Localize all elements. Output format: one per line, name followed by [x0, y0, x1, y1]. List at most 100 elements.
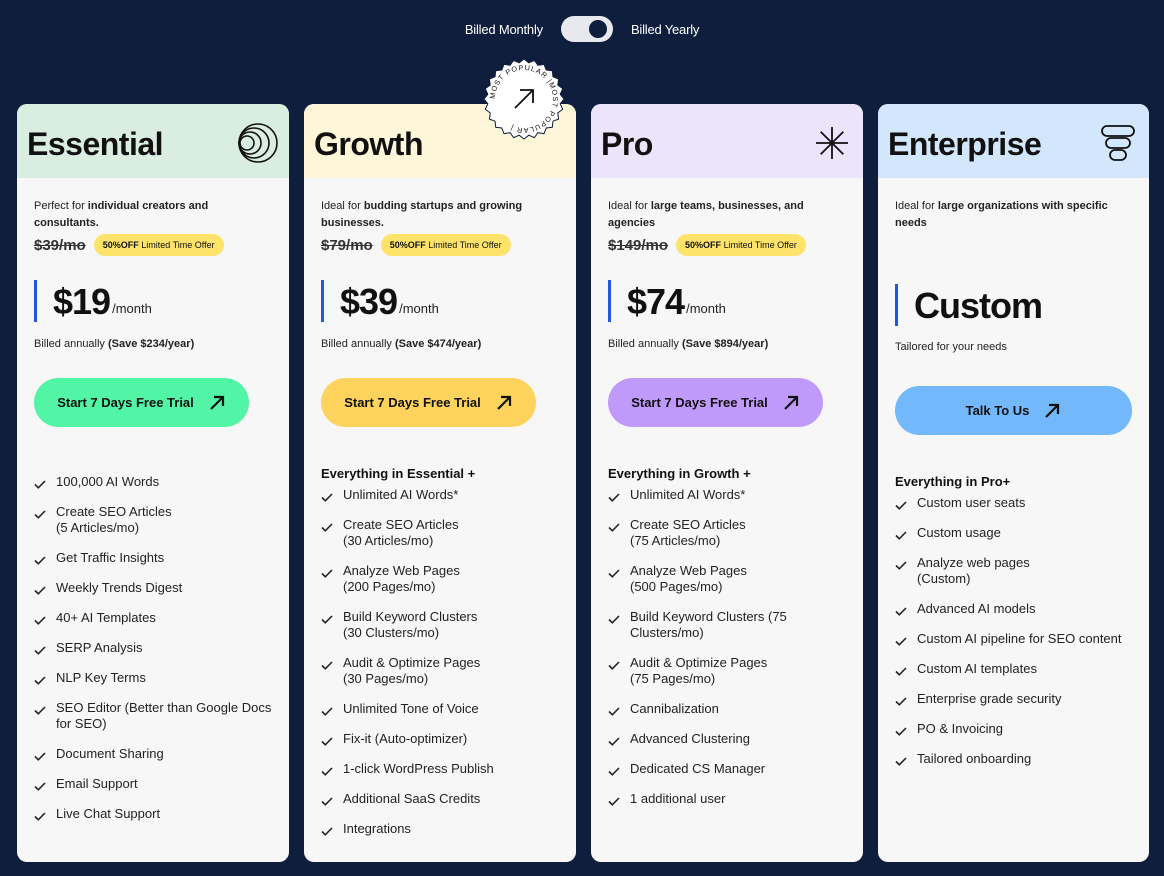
feature-item: Weekly Trends Digest: [34, 580, 279, 596]
feature-text: Dedicated CS Manager: [630, 761, 766, 776]
feature-text: 40+ AI Templates: [56, 610, 156, 625]
plan-card-essential: Essential Perfect for individual creator…: [17, 104, 289, 862]
feature-item: Advanced AI models: [895, 601, 1140, 617]
plan-header: Pro: [591, 104, 863, 178]
feature-text: 1 additional user: [630, 791, 726, 806]
feature-item: Dedicated CS Manager: [608, 761, 853, 777]
check-icon: [321, 797, 333, 806]
feature-item: Unlimited AI Words*: [608, 487, 853, 503]
check-icon: [608, 767, 620, 776]
check-icon: [34, 676, 46, 685]
feature-text: Unlimited Tone of Voice: [343, 701, 479, 716]
feature-list: Everything in Essential + Unlimited AI Wo…: [321, 466, 566, 851]
check-icon: [34, 510, 46, 519]
feature-text: Document Sharing: [56, 746, 164, 761]
plan-description: Perfect for individual creators and cons…: [34, 200, 209, 229]
check-icon: [895, 607, 907, 616]
check-icon: [608, 737, 620, 746]
feature-text: Weekly Trends Digest: [56, 580, 183, 595]
feature-text: Advanced AI models: [917, 601, 1036, 616]
feature-text: Unlimited AI Words*: [343, 487, 459, 502]
billed-monthly-label[interactable]: Billed Monthly: [464, 21, 543, 37]
feature-item: Additional SaaS Credits: [321, 791, 566, 807]
feature-item: 1-click WordPress Publish: [321, 761, 566, 777]
plan-header: Enterprise: [878, 104, 1149, 178]
check-icon: [34, 752, 46, 761]
feature-item: Document Sharing: [34, 746, 279, 762]
plan-header: Essential: [17, 104, 289, 178]
check-icon: [34, 812, 46, 821]
price-block: $74 /month: [608, 280, 726, 322]
feature-text: Cannibalization: [630, 701, 719, 716]
feature-item: Fix-it (Auto-optimizer): [321, 731, 566, 747]
feature-list: Everything in Growth + Unlimited AI Words…: [608, 466, 853, 821]
feature-text: Enterprise grade security: [917, 691, 1062, 706]
feature-text: Get Traffic Insights: [56, 550, 165, 565]
arrow-up-right-icon: [514, 89, 534, 109]
feature-item: Integrations: [321, 821, 566, 837]
feature-item: Custom usage: [895, 525, 1140, 541]
feature-text: Create SEO Articles (30 Articles/mo): [343, 517, 459, 548]
price-block: $39 /month: [321, 280, 439, 322]
feature-item: Create SEO Articles (5 Articles/mo): [34, 504, 279, 536]
check-icon: [34, 782, 46, 791]
feature-item: Build Keyword Clusters (75 Clusters/mo): [608, 609, 853, 641]
check-icon: [321, 523, 333, 532]
price-unit: /month: [112, 301, 152, 316]
feature-item: SERP Analysis: [34, 640, 279, 656]
feature-text: Create SEO Articles (75 Articles/mo): [630, 517, 746, 548]
most-popular-badge: MOST POPULAR |MOST POPULAR |: [483, 58, 565, 140]
check-icon: [34, 480, 46, 489]
old-price: $39/mo: [34, 236, 86, 254]
feature-text: Advanced Clustering: [630, 731, 750, 746]
plan-description: Ideal for budding startups and growing b…: [321, 200, 523, 229]
price-unit: /month: [399, 301, 439, 316]
arrow-up-right-icon: [1045, 403, 1060, 418]
start-trial-button[interactable]: Start 7 Days Free Trial: [321, 378, 536, 427]
price-block: Custom: [895, 284, 1043, 326]
price-block: $19 /month: [34, 280, 152, 322]
billed-yearly-label[interactable]: Billed Yearly: [630, 21, 700, 37]
start-trial-button[interactable]: Start 7 Days Free Trial: [34, 378, 249, 427]
feature-text: SERP Analysis: [56, 640, 143, 655]
tailored-note: Tailored for your needs: [895, 341, 1007, 353]
cta-label: Talk To Us: [965, 403, 1030, 418]
feature-item: Custom AI templates: [895, 661, 1140, 677]
concentric-circles-icon: [238, 123, 278, 163]
feature-item: Get Traffic Insights: [34, 550, 279, 566]
check-icon: [321, 661, 333, 670]
feature-text: SEO Editor (Better than Google Docs for …: [56, 700, 272, 731]
billed-note: Billed annually (Save $234/year): [34, 338, 195, 350]
check-icon: [895, 757, 907, 766]
check-icon: [895, 561, 907, 570]
asterisk-icon: [816, 127, 848, 159]
plan-name: Growth: [314, 126, 423, 162]
feature-item: Unlimited Tone of Voice: [321, 701, 566, 717]
plan-name: Essential: [27, 126, 164, 162]
billing-toggle-row: Billed Monthly Billed Yearly: [0, 16, 1164, 42]
feature-text: Audit & Optimize Pages (30 Pages/mo): [343, 655, 481, 686]
feature-item: Live Chat Support: [34, 806, 279, 822]
feature-item: Build Keyword Clusters (30 Clusters/mo): [321, 609, 566, 641]
features-heading: Everything in Pro+: [895, 474, 1011, 489]
plan-description: Ideal for large organizations with speci…: [895, 200, 1108, 229]
start-trial-button[interactable]: Start 7 Days Free Trial: [608, 378, 823, 427]
features-heading: Everything in Essential +: [321, 466, 476, 481]
talk-to-us-button[interactable]: Talk To Us: [895, 386, 1132, 435]
check-icon: [895, 531, 907, 540]
feature-text: Create SEO Articles (5 Articles/mo): [56, 504, 172, 535]
feature-item: 40+ AI Templates: [34, 610, 279, 626]
feature-text: Analyze web pages (Custom): [917, 555, 1030, 586]
plan-card-pro: Pro Ideal for large teams, businesses, a…: [591, 104, 863, 862]
cta-label: Start 7 Days Free Trial: [631, 395, 768, 410]
price-value: $19: [53, 281, 111, 322]
feature-list: Everything in Pro+ Custom user seats Custo…: [895, 474, 1140, 781]
check-icon: [34, 556, 46, 565]
feature-text: 1-click WordPress Publish: [343, 761, 494, 776]
feature-item: Audit & Optimize Pages (75 Pages/mo): [608, 655, 853, 687]
arrow-up-right-icon: [210, 395, 224, 410]
billing-toggle-switch[interactable]: [560, 16, 613, 42]
feature-item: Create SEO Articles (30 Articles/mo): [321, 517, 566, 549]
check-icon: [34, 706, 46, 715]
check-icon: [34, 616, 46, 625]
